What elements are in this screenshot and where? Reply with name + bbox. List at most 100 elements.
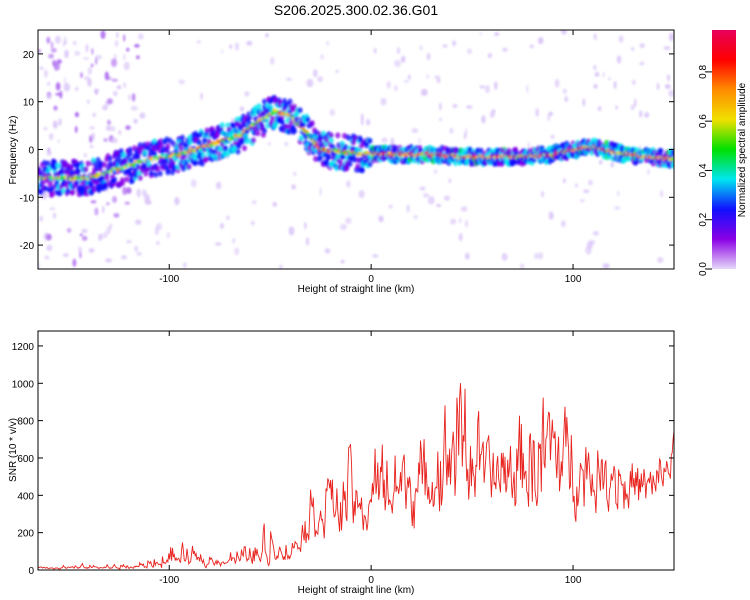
spectrogram-ridge-halo xyxy=(157,170,163,177)
spectrogram-noise-speckle xyxy=(251,221,255,226)
spectrogram-noise-speckle xyxy=(593,64,597,71)
spectrogram-noise-speckle xyxy=(394,59,402,68)
spectrogram-ridge-halo xyxy=(121,151,126,158)
spectrogram-noise-speckle xyxy=(288,226,295,236)
spectrogram-ridge-halo xyxy=(236,142,242,149)
spectrogram-noise-speckle xyxy=(103,138,108,142)
spectrogram-noise-speckle xyxy=(83,57,90,60)
snr-x-tick-label: 100 xyxy=(565,575,582,586)
colorbar-gradient xyxy=(712,30,736,269)
spectrogram-noise-speckle xyxy=(452,103,458,109)
spectrogram-noise-speckle xyxy=(93,88,100,94)
spectrogram-ridge-halo xyxy=(128,157,134,164)
spectrogram-noise-speckle xyxy=(219,223,225,229)
spectrogram-noise-speckle xyxy=(66,227,72,233)
spectrogram-noise-speckle xyxy=(106,226,111,235)
spectrogram-noise-speckle xyxy=(134,44,140,48)
spectrogram-noise-speckle xyxy=(50,48,57,53)
colorbar-tick-label: 0.2 xyxy=(698,212,709,226)
spectrogram-noise-speckle xyxy=(489,110,495,118)
spectrogram-ridge-halo xyxy=(153,171,159,178)
spectrogram-noise-speckle xyxy=(561,30,567,35)
spectrogram-noise-speckle xyxy=(561,220,566,228)
spectrogram-noise-speckle xyxy=(53,105,58,111)
spectrogram-ridge-halo xyxy=(670,161,674,168)
colorbar-label: Normalized spectral amplitude xyxy=(737,82,748,217)
spectrogram-noise-speckle xyxy=(639,43,645,48)
spectrogram-ridge-halo xyxy=(328,132,334,139)
spectrogram-noise-speckle xyxy=(92,112,97,118)
spectrogram-noise-speckle xyxy=(487,53,493,59)
spectrogram-noise-speckle xyxy=(74,50,81,56)
spectrogram-noise-speckle xyxy=(103,231,108,239)
spectrogram-noise-speckle xyxy=(291,184,296,190)
spectrogram-ridge-halo xyxy=(305,116,311,123)
spectrogram-noise-speckle xyxy=(378,215,384,223)
spectrogram-ridge-halo xyxy=(242,145,247,152)
spectrogram-noise-speckle xyxy=(38,49,42,53)
spectrogram-noise-speckle xyxy=(630,104,635,111)
spectrogram-noise-speckle xyxy=(386,81,391,89)
spectrogram-y-tick-label: -10 xyxy=(20,193,35,204)
spectrogram-noise-speckle xyxy=(586,240,593,250)
spectrogram-noise-speckle xyxy=(554,78,560,88)
spectrogram-noise-speckle xyxy=(74,111,79,118)
spectrogram-noise-speckle xyxy=(656,82,660,90)
spectrogram-noise-speckle xyxy=(458,233,463,242)
spectrogram-ridge-halo xyxy=(262,127,267,134)
spectrogram-noise-speckle xyxy=(582,98,586,107)
spectrogram-noise-speckle xyxy=(304,221,307,230)
spectrogram-noise-speckle xyxy=(86,99,90,105)
spectrogram-noise-speckle xyxy=(466,105,473,109)
spectrogram-noise-speckle xyxy=(340,259,345,264)
spectrogram-noise-speckle xyxy=(72,258,77,267)
spectrogram-ridge-halo xyxy=(288,119,294,126)
spectrogram-noise-speckle xyxy=(112,196,117,203)
spectrogram-noise-speckle xyxy=(52,59,57,67)
spectrogram-noise-speckle xyxy=(607,77,612,81)
spectrogram-ridge-halo xyxy=(264,116,270,123)
spectrogram-noise-speckle xyxy=(639,110,643,118)
spectrogram-noise-speckle xyxy=(126,240,132,244)
spectrogram-noise-speckle xyxy=(267,142,271,146)
spectrogram-noise-speckle xyxy=(644,112,650,118)
spectrogram-noise-speckle xyxy=(574,183,579,188)
spectrogram-noise-speckle xyxy=(319,187,322,196)
spectrogram-ridge-halo xyxy=(112,176,118,183)
snr-y-tick-label: 1000 xyxy=(12,379,35,390)
spectrogram-ridge-halo xyxy=(49,191,55,198)
spectrogram-noise-speckle xyxy=(46,150,52,156)
spectrogram-noise-speckle xyxy=(320,54,324,60)
spectrogram-ridge-halo xyxy=(255,130,261,137)
spectrogram-ridge-halo xyxy=(359,167,365,174)
spectrogram-noise-speckle xyxy=(89,126,95,130)
spectrogram-noise-speckle xyxy=(89,144,94,149)
spectrogram-noise-speckle xyxy=(144,199,152,205)
spectrogram-ridge-core xyxy=(671,157,674,161)
spectrogram-noise-speckle xyxy=(358,190,365,199)
spectrogram-noise-speckle xyxy=(126,187,132,194)
spectrogram-noise-speckle xyxy=(126,47,130,52)
spectrogram-noise-speckle xyxy=(406,204,410,213)
snr-y-label: SNR (10 * v/v) xyxy=(8,418,19,482)
spectrogram-ridge-halo xyxy=(187,139,193,146)
spectrogram-noise-speckle xyxy=(114,40,119,47)
spectrogram-noise-speckle xyxy=(137,33,144,40)
spectrogram-noise-speckle xyxy=(72,41,77,46)
spectrogram-noise-speckle xyxy=(548,211,554,220)
spectrogram-noise-speckle xyxy=(479,32,482,36)
spectrogram-noise-speckle xyxy=(617,190,620,197)
spectrogram-noise-speckle xyxy=(306,78,314,88)
spectrogram-ridge-halo xyxy=(235,148,241,155)
spectrogram-ridge-halo xyxy=(203,156,209,163)
spectrogram-noise-speckle xyxy=(94,207,99,216)
spectrogram-noise-speckle xyxy=(46,244,53,251)
spectrogram-noise-speckle xyxy=(232,237,236,244)
spectrogram-noise-speckle xyxy=(125,125,131,130)
spectrogram-noise-speckle xyxy=(139,112,146,119)
spectrogram-x-label: Height of straight line (km) xyxy=(298,284,415,295)
snr-x-tick-label: 0 xyxy=(368,575,374,586)
spectrogram-noise-speckle xyxy=(663,46,671,50)
spectrogram-noise-speckle xyxy=(534,252,538,260)
